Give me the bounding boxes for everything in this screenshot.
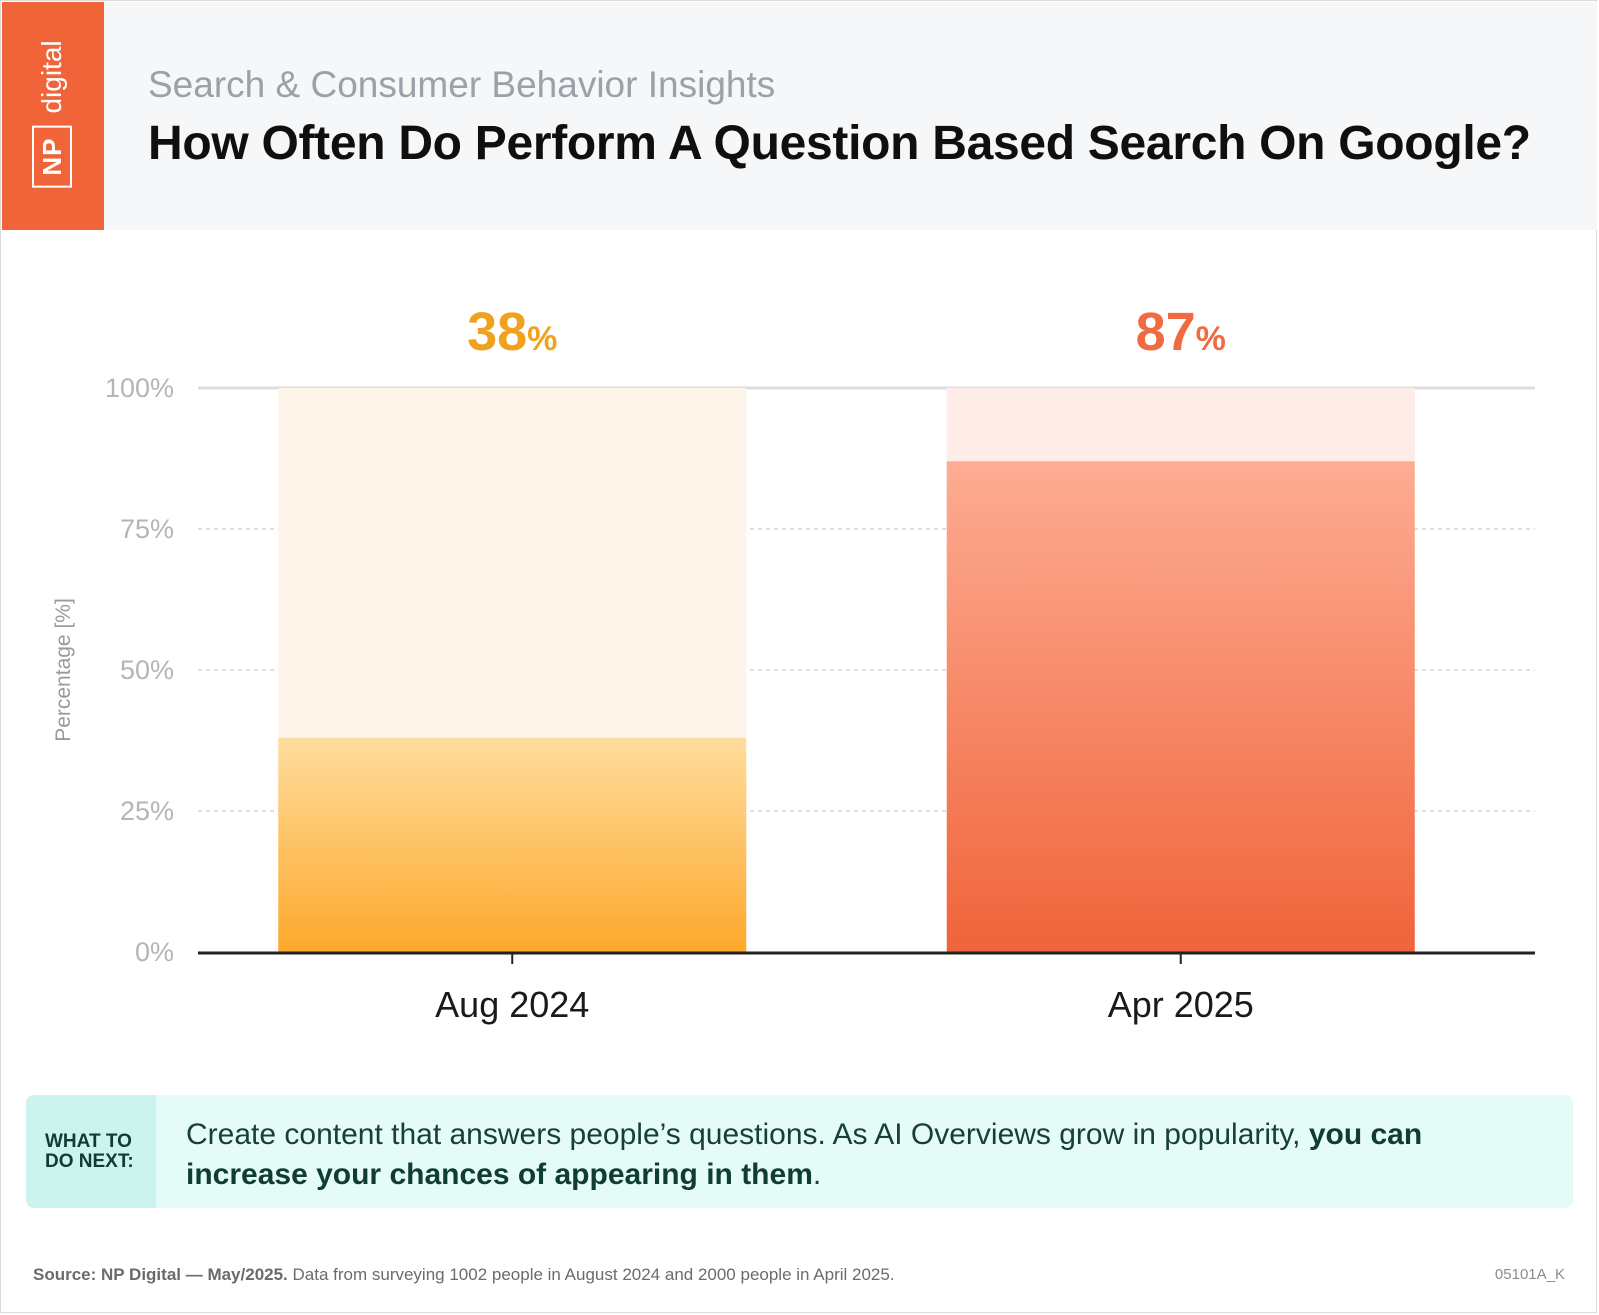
y-tick-label: 75% bbox=[120, 514, 174, 544]
chart-title: How Often Do Perform A Question Based Se… bbox=[148, 117, 1531, 170]
data-label: 87% bbox=[1136, 302, 1226, 362]
what-to-do-next-text: Create content that answers people’s que… bbox=[186, 1118, 1423, 1191]
bar bbox=[946, 461, 1415, 952]
header: NP digital Search & Consumer Behavior In… bbox=[2, 2, 1597, 230]
logo-wordmark: digital bbox=[36, 40, 67, 114]
what-to-do-next-box: WHAT TO DO NEXT: Create content that ans… bbox=[26, 1095, 1573, 1208]
y-tick-label: 25% bbox=[120, 796, 174, 826]
data-label: 38% bbox=[467, 302, 557, 362]
y-tick-label: 100% bbox=[105, 373, 174, 403]
x-tick-label: Apr 2025 bbox=[1108, 984, 1254, 1025]
header-subtitle: Search & Consumer Behavior Insights bbox=[148, 64, 776, 105]
y-tick-label: 50% bbox=[120, 655, 174, 685]
bar-chart: 0% 25% 50% 75% 100% 38% Aug 2024 87% Apr 2025 P… bbox=[52, 302, 1535, 1025]
source-note: Source: NP Digital — May/2025. Data from… bbox=[33, 1265, 895, 1284]
y-axis-label: Percentage [%] bbox=[52, 598, 75, 742]
bar bbox=[278, 737, 747, 952]
what-to-do-next-label: WHAT TO DO NEXT: bbox=[26, 1095, 156, 1208]
brand-logo: NP digital bbox=[2, 2, 104, 230]
y-tick-label: 0% bbox=[135, 937, 174, 967]
logo-np-mark: NP bbox=[32, 125, 72, 188]
chart-code: 05101A_K bbox=[1494, 1266, 1565, 1283]
x-tick-label: Aug 2024 bbox=[435, 984, 589, 1025]
